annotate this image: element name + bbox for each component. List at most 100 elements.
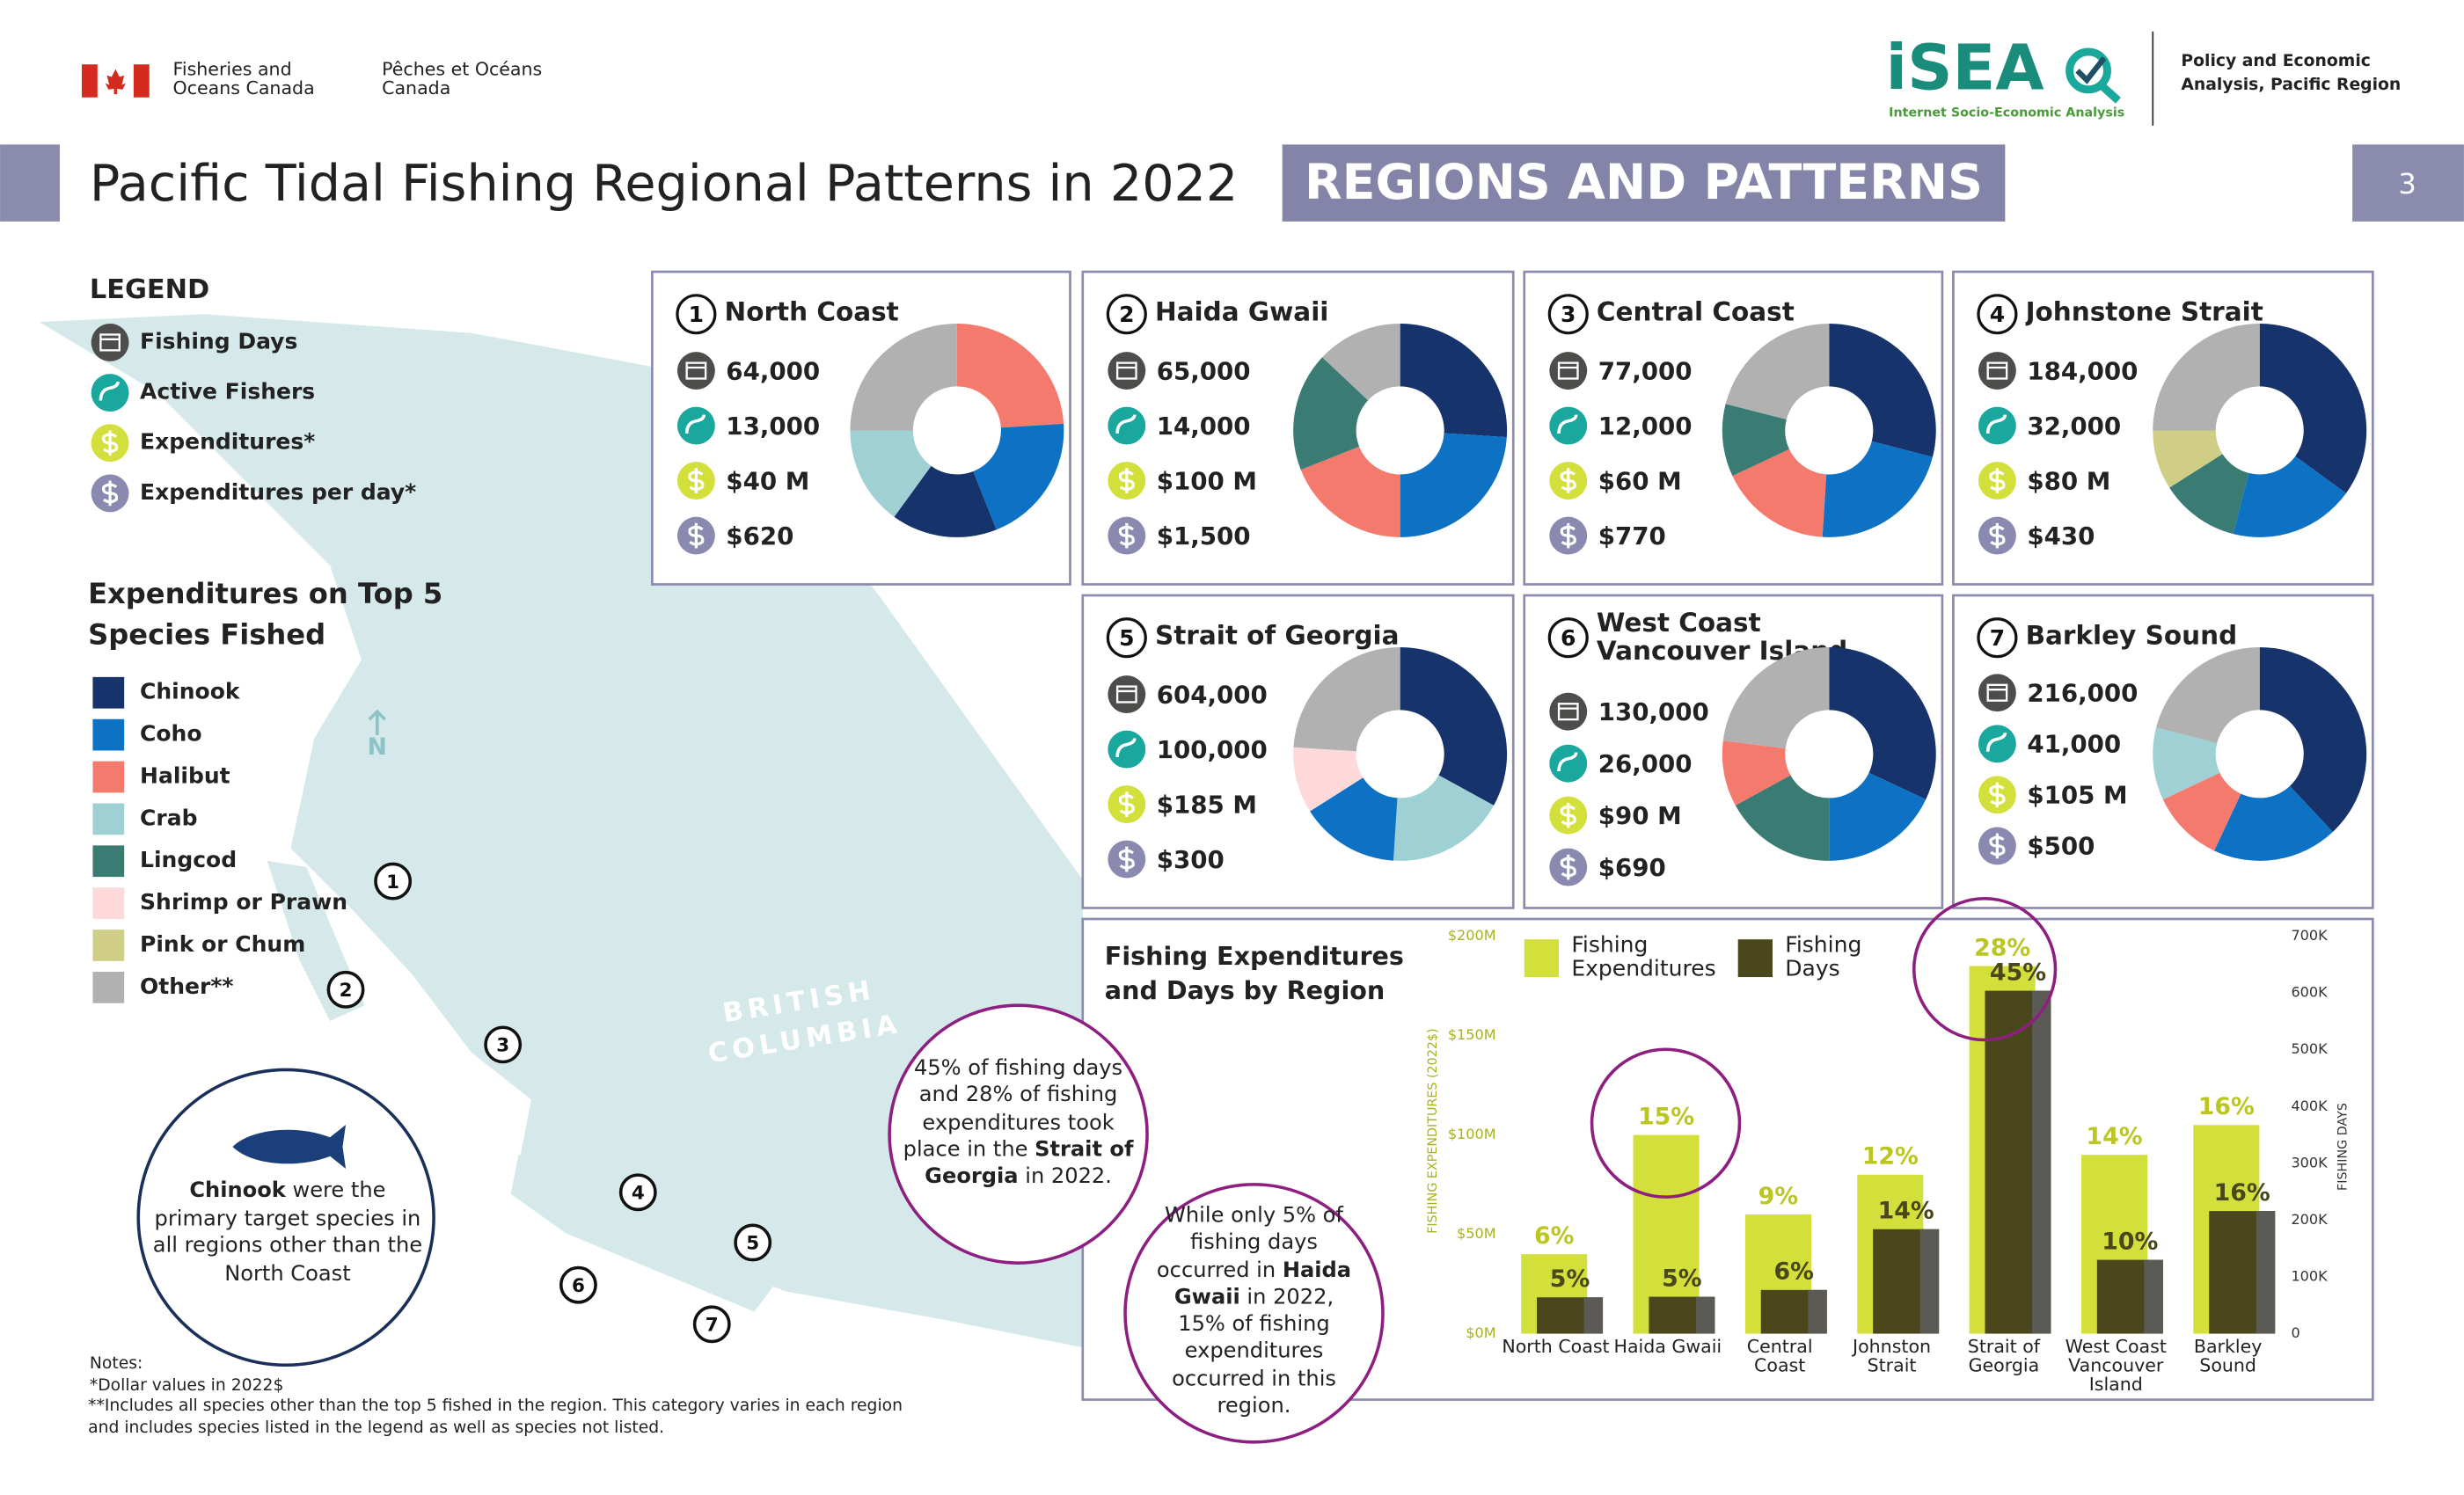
note-line: *Dollar values in 2022$ <box>90 1376 284 1395</box>
stat-icon <box>1549 692 1588 731</box>
region-number: 7 <box>1990 625 2005 651</box>
legend-label: Expenditures* <box>140 429 315 455</box>
region-stat: $770 <box>1598 521 1666 551</box>
callout-circle <box>1123 1183 1385 1444</box>
map-marker <box>559 1265 597 1304</box>
highlight-circle <box>1590 1047 1742 1199</box>
icon-glyph <box>1560 522 1576 549</box>
icon-glyph <box>1560 854 1576 880</box>
region-number-circle <box>1106 294 1147 335</box>
title-bar-left <box>0 144 60 222</box>
icon-glyph <box>1115 361 1137 380</box>
icon-glyph <box>1115 685 1137 704</box>
region-stat: 41,000 <box>2027 730 2121 759</box>
x-tick-label-box: Strait of Georgia <box>1968 1337 2040 1375</box>
north-arrow <box>368 709 386 735</box>
map-marker-number: 5 <box>746 1233 759 1255</box>
share-label: 14% <box>2086 1123 2142 1150</box>
icon-glyph <box>1985 733 2007 752</box>
days-bar-shade <box>2144 1259 2163 1334</box>
y-tick-label: $150M <box>1448 1026 1496 1043</box>
species-swatch <box>92 761 125 793</box>
note-line-box: **Includes all species other than the to… <box>88 1397 903 1437</box>
species-label: Shrimp or Prawn <box>140 889 347 915</box>
x-tick-label: West Coast Vancouver Island <box>2065 1337 2167 1396</box>
callout-text-part: Chinook <box>189 1178 286 1204</box>
logo-subtitle: Internet Socio-Economic Analysis <box>1889 106 2124 120</box>
region-stat: 130,000 <box>1598 697 1709 726</box>
section-box <box>1282 144 2006 222</box>
stat-icon <box>1549 352 1588 390</box>
icon-glyph <box>688 522 705 549</box>
x-tick-label-box: West Coast Vancouver Island <box>2065 1337 2167 1396</box>
stat-icon <box>1978 352 2016 390</box>
pie-slice <box>1293 747 1364 812</box>
pie-slice <box>850 323 957 431</box>
map-marker <box>326 970 365 1009</box>
y2-tick-label: 200K <box>2291 1211 2328 1228</box>
pie-slice <box>2259 323 2367 493</box>
region-stat: 13,000 <box>726 412 820 441</box>
region-number-circle <box>1547 294 1589 335</box>
department-fr: Pêches et Océans Canada <box>382 59 543 99</box>
department-fr-box: Pêches et Océans Canada <box>382 59 543 99</box>
share-label: 14% <box>1878 1198 1934 1225</box>
pie-slice <box>1732 448 1827 537</box>
map-marker <box>618 1173 657 1212</box>
pie-slice <box>2233 456 2346 537</box>
region-name: Strait of Georgia <box>1154 622 1400 651</box>
icon-glyph <box>102 480 119 507</box>
x-tick-label: North Coast <box>1502 1337 1610 1358</box>
callout-text-box: While only 5% of fishing days occurred i… <box>1157 1203 1352 1418</box>
region-stat: 32,000 <box>2027 412 2121 441</box>
callout-text: Chinook were the primary target species … <box>152 1178 422 1288</box>
pie-slice <box>956 323 1064 428</box>
region-stat: $500 <box>2027 832 2095 861</box>
stat-icon <box>1108 352 1146 390</box>
stat-icon <box>676 406 715 445</box>
share-label: 45% <box>1990 959 2046 986</box>
flag-leaf <box>105 69 126 95</box>
icon-glyph <box>1118 846 1135 872</box>
stat-icon <box>1108 406 1146 445</box>
days-bar-shade <box>1583 1297 1604 1334</box>
region-stat: 604,000 <box>1157 680 1268 709</box>
y2-tick-label: 500K <box>2291 1040 2328 1057</box>
department-en-box: Fisheries and Oceans Canada <box>173 60 315 98</box>
flag-left <box>81 64 98 98</box>
logo-magnifier-handle <box>2100 83 2121 104</box>
region-stat: 12,000 <box>1598 412 1693 441</box>
x-tick-label-box: Haida Gwaii <box>1614 1337 1722 1356</box>
pie-slice <box>1722 646 1830 749</box>
callout-text-part: Haida Gwaii <box>1174 1257 1352 1310</box>
region-stat: $430 <box>2027 521 2095 551</box>
pie-slice <box>1310 777 1398 861</box>
x-tick-label-box: North Coast <box>1502 1337 1610 1358</box>
region-name: Barkley Sound <box>2025 622 2238 651</box>
map-marker-number: 3 <box>496 1035 509 1057</box>
stat-icon <box>1978 674 2016 712</box>
species-legend-title: Expenditures on Top 5 Species Fished <box>88 578 443 653</box>
pie-slice <box>1829 646 1936 800</box>
pie-slice <box>2214 785 2333 861</box>
icon-glyph <box>1989 833 2006 859</box>
map-marker-number: 6 <box>572 1275 585 1297</box>
pie-slice <box>1300 446 1400 537</box>
region-stat: 64,000 <box>726 356 820 385</box>
region-number-circle <box>1106 617 1147 659</box>
region-number: 2 <box>1119 302 1134 327</box>
region-stat: 100,000 <box>1157 735 1268 764</box>
callout-text-box: 45% of fishing days and 28% of fishing e… <box>903 1055 1134 1189</box>
icon-glyph <box>688 468 705 493</box>
icon-glyph <box>1115 414 1137 434</box>
region-stat: 216,000 <box>2027 679 2138 708</box>
legend-swatch <box>1524 939 1560 978</box>
region-name: Haida Gwaii <box>1154 298 1329 327</box>
pie-slice <box>1722 404 1790 477</box>
icon-glyph <box>1989 782 2006 808</box>
icon-glyph <box>1118 522 1135 549</box>
species-swatch <box>92 718 125 751</box>
